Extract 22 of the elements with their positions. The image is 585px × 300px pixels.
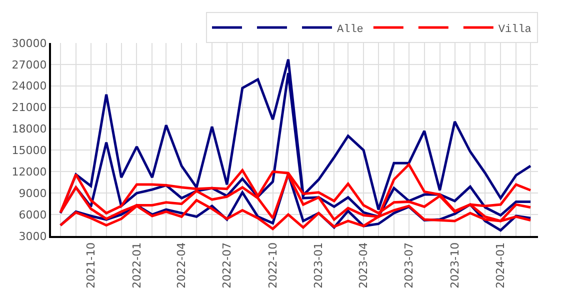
y-tick-label: 30000 [12, 36, 47, 50]
y-tick-label: 15000 [12, 144, 47, 158]
x-tick-label: 2023-04 [357, 242, 370, 288]
x-tick-label: 2023-10 [448, 242, 462, 288]
y-tick-label: 3000 [18, 230, 47, 243]
x-tick-label: 2022-01 [130, 242, 144, 288]
x-tick-label: 2022-07 [220, 242, 234, 288]
y-tick-label: 6000 [18, 208, 47, 222]
y-tick-label: 18000 [12, 122, 47, 136]
y-tick-label: 21000 [12, 101, 47, 114]
x-tick-label: 2023-07 [402, 242, 416, 288]
x-tick-label: 2023-01 [312, 242, 326, 288]
x-tick-label: 2021-10 [84, 242, 98, 288]
x-tick-label: 2024-01 [494, 242, 508, 288]
y-tick-label: 12000 [12, 166, 47, 179]
legend-label: Alle [337, 24, 364, 36]
legend-label: Villa [498, 24, 532, 36]
x-tick-label: 2022-10 [266, 242, 280, 288]
x-tick-label: 2022-04 [175, 242, 188, 288]
y-tick-label: 24000 [12, 80, 47, 93]
y-tick-label: 27000 [12, 58, 47, 72]
y-tick-label: 9000 [18, 186, 47, 200]
